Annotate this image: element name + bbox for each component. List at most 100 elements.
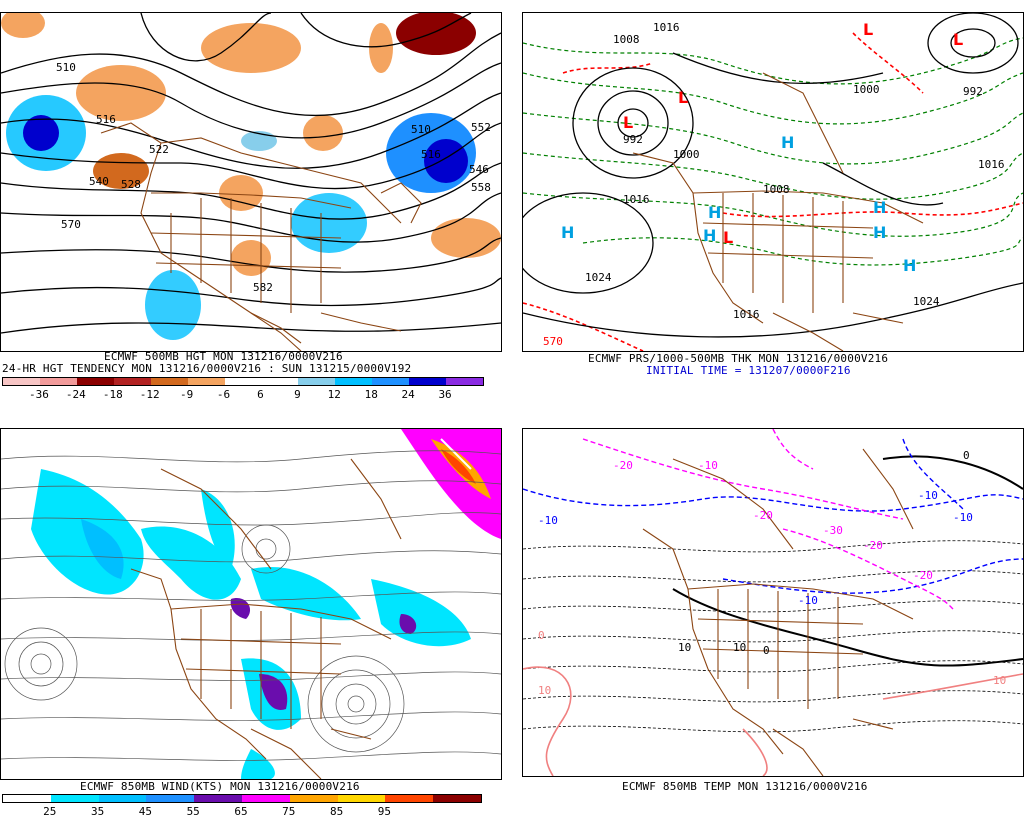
colorbar-tick-label: 6 (257, 388, 264, 401)
colorbar-swatch (298, 378, 336, 385)
colorbar-tick-label: 9 (294, 388, 301, 401)
panel-850mb-temp: -10 -20 -10 -20 -30 -20 -10 -10 -20 -10 … (522, 428, 1024, 819)
cold-isotherms (523, 438, 1023, 594)
geographic-boundaries (130, 458, 402, 779)
high-pressure-symbol: H (873, 198, 886, 217)
isobar-label: 1000 (673, 148, 700, 161)
thickness-label: 570 (543, 335, 563, 348)
height-tendency-chart: 510 516 522 528 540 546 552 558 570 582 510 516 (1, 13, 501, 351)
height-contour-label: 516 (421, 148, 441, 161)
isobars (523, 13, 1023, 338)
isobar-label: 1024 (913, 295, 940, 308)
thickness-contours (523, 37, 1023, 266)
colorbar-tick-label: 95 (377, 805, 392, 818)
colorbar-swatch (241, 795, 290, 802)
colorbar-swatch (3, 378, 40, 385)
panel-pressure-thickness: 1016 1008 992 1000 1016 1024 1008 992 10… (522, 0, 1024, 405)
caption-850mb-wind: ECMWF 850MB WIND(KTS) MON 131216/0000V21… (80, 780, 360, 793)
isotherm-label: -10 (918, 489, 938, 502)
negative-tendency-areas (6, 95, 476, 340)
height-contours (1, 13, 501, 334)
colorbar-tick-label: 75 (282, 805, 296, 818)
pressure-centers: L L L L H H H H H H H L (561, 20, 963, 275)
colorbar-tick-label: 85 (329, 805, 344, 818)
streamlines (1, 450, 501, 761)
caption-initial-time: INITIAL TIME = 131207/0000F216 (646, 364, 851, 377)
isobar-label: 1000 (853, 83, 880, 96)
colorbar-tick-label: 65 (234, 805, 248, 818)
high-pressure-symbol: H (708, 203, 721, 222)
isobar-label: 1016 (623, 193, 650, 206)
colorbar-swatch (446, 378, 483, 385)
map-850mb-wind (0, 428, 502, 780)
height-contour-label: 516 (96, 113, 116, 126)
freezing-line (672, 455, 1023, 667)
colorbar-swatch (335, 378, 373, 385)
colorbar-swatch (113, 378, 151, 385)
colorbar-swatch (289, 795, 338, 802)
thickness-warm-contours (523, 32, 1023, 351)
height-contour-label: 528 (121, 178, 141, 191)
colorbar-swatch (39, 378, 77, 385)
low-pressure-symbol: L (863, 20, 873, 39)
wind-speed-chart (1, 429, 501, 779)
isotherm-label: -10 (538, 514, 558, 527)
temperature-chart: -10 -20 -10 -20 -30 -20 -10 -10 -20 -10 … (523, 429, 1023, 776)
geographic-boundaries (632, 72, 924, 351)
isotherm-label: 10 (993, 674, 1006, 687)
isotherm-label: -10 (953, 511, 973, 524)
colorbar-height-tendency (2, 377, 484, 386)
low-pressure-symbol: L (623, 113, 633, 132)
isotherm-label: 0 (963, 449, 970, 462)
colorbar-tick-label: 35 (90, 805, 105, 818)
isotherm-label: -20 (913, 569, 933, 582)
isobar-label: 1016 (978, 158, 1005, 171)
colorbar-tick-label: 12 (327, 388, 341, 401)
colorbar-swatch (224, 378, 262, 385)
colorbar-tick-label: 18 (364, 388, 378, 401)
high-pressure-symbol: H (873, 223, 886, 242)
colorbar-swatch (194, 795, 242, 802)
isobar-label: 1008 (613, 33, 640, 46)
colorbar-tick-label: 55 (186, 805, 200, 818)
high-pressure-symbol: H (703, 226, 716, 245)
colorbar-swatch (50, 795, 99, 802)
colorbar-swatch (146, 795, 195, 802)
isotherm-label: 0 (538, 629, 545, 642)
warm-isotherms (523, 666, 1023, 776)
isotherm-label: 0 (763, 644, 770, 657)
colorbar-tick-labels: 25 35 45 55 65 75 85 95 (2, 806, 480, 818)
isotherm-label: -10 (798, 594, 818, 607)
colorbar-swatch (261, 378, 299, 385)
colorbar-tick-label: -6 (216, 388, 231, 401)
isobar-label: 1024 (585, 271, 612, 284)
colorbar-swatch (3, 795, 51, 802)
isotherm-label: -20 (753, 509, 773, 522)
colorbar-tick-label: 24 (401, 388, 415, 401)
caption-500mb-line2: 24-HR HGT TENDENCY MON 131216/0000V216 :… (2, 362, 412, 375)
low-pressure-symbol: L (678, 88, 688, 107)
isotherm-label: 10 (678, 641, 691, 654)
isobar-label: 992 (963, 85, 983, 98)
caption-850mb-temp: ECMWF 850MB TEMP MON 131216/0000V216 (622, 780, 868, 793)
height-contour-label: 570 (61, 218, 81, 231)
height-contour-label: 510 (411, 123, 431, 136)
very-cold-isotherms (582, 429, 954, 610)
colorbar-swatch (372, 378, 410, 385)
map-pressure-thickness: 1016 1008 992 1000 1016 1024 1008 992 10… (522, 12, 1024, 352)
low-pressure-symbol: L (953, 30, 963, 49)
caption-500mb-line1: ECMWF 500MB HGT MON 131216/0000V216 (104, 350, 343, 363)
isobar-label: 1016 (733, 308, 760, 321)
colorbar-tick-label: 36 (438, 388, 452, 401)
map-500mb-height: 510 516 522 528 540 546 552 558 570 582 510 516 (0, 12, 502, 352)
caption-pressure-line1: ECMWF PRS/1000-500MB THK MON 131216/0000… (588, 352, 889, 365)
map-850mb-temp: -10 -20 -10 -20 -30 -20 -10 -10 -20 -10 … (522, 428, 1024, 777)
colorbar-tick-label: -36 (28, 388, 49, 401)
colorbar-swatch (337, 795, 386, 802)
wind-speed-shading (31, 429, 501, 779)
panel-850mb-wind: ECMWF 850MB WIND(KTS) MON 131216/0000V21… (0, 428, 505, 819)
isotherm-label: -10 (698, 459, 718, 472)
positive-tendency-areas (1, 13, 501, 276)
isotherm-label: 10 (733, 641, 746, 654)
isotherm-label: -20 (863, 539, 883, 552)
